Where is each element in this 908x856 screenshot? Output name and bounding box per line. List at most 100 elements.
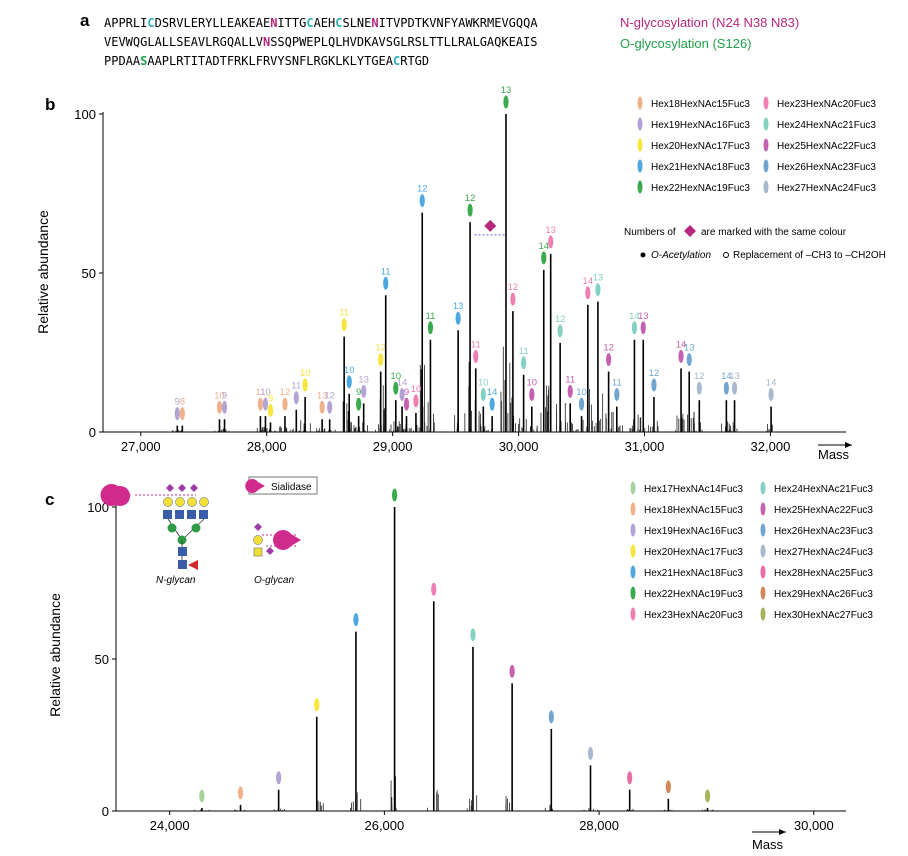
legend-glycan-icon bbox=[763, 117, 769, 131]
legend-glycan-icon bbox=[630, 607, 636, 621]
n-glycan-structure-icon: N-glycan bbox=[100, 483, 209, 586]
sequence-segment: VEVWQGLALLSEAVLRGQALLV bbox=[104, 35, 263, 49]
peak-label: 14 bbox=[538, 241, 549, 252]
legend-entry: Hex25HexNAc22Fuc3 bbox=[777, 141, 876, 152]
peak-glycan-marker bbox=[723, 381, 729, 395]
protein-sequence: APPRLICDSRVLERYLLEAKEAENITTGCAEHCSLNENIT… bbox=[104, 16, 538, 68]
x-tick-label: 29,000 bbox=[373, 439, 413, 454]
legend-glycan-icon bbox=[763, 159, 769, 173]
peak-glycan-marker bbox=[606, 353, 612, 367]
legend-entry: Hex27HexNAc24Fuc3 bbox=[777, 183, 876, 194]
peak-glycan-marker bbox=[696, 381, 702, 395]
peak-glycan-marker bbox=[627, 771, 633, 785]
sequence-line: PPDAASAAPLRTITADTFRKLFRVYSNFLRGKLKLYTGEA… bbox=[104, 54, 429, 68]
peak-glycan-marker bbox=[327, 400, 333, 414]
peak-glycan-marker bbox=[595, 283, 601, 297]
legend-glycan-icon bbox=[760, 607, 766, 621]
sialidase-pacman-icon bbox=[245, 479, 265, 493]
peak-glycan-marker bbox=[378, 353, 384, 367]
sequence-segment: ITTG bbox=[277, 16, 306, 30]
peak-glycan-marker bbox=[221, 400, 228, 414]
peak-glycan-marker bbox=[529, 388, 535, 402]
legend-entry: Hex23HexNAc20Fuc3 bbox=[777, 99, 876, 110]
peak-glycan-marker bbox=[503, 95, 509, 109]
legend-glycan-icon bbox=[637, 159, 643, 173]
acetylation-label: O-Acetylation bbox=[651, 250, 711, 261]
o-glycosylation-label: O-glycosylation (S126) bbox=[620, 36, 752, 51]
legend-entry: Hex23HexNAc20Fuc3 bbox=[644, 610, 743, 621]
note-suffix: are marked with the same colour bbox=[701, 227, 847, 238]
legend-entry: Hex22HexNAc19Fuc3 bbox=[651, 183, 750, 194]
peak-label: 12 bbox=[324, 390, 335, 401]
peak-label: 13 bbox=[358, 374, 369, 385]
peak-label: 10 bbox=[344, 365, 355, 376]
legend-glycan-icon bbox=[637, 180, 643, 194]
sequence-segment: RTGD bbox=[400, 54, 429, 68]
x-tick-label: 27,000 bbox=[121, 439, 161, 454]
panel-c-spectrum: 0 50 100 24,000 26,000 28,000 30,000 bbox=[87, 488, 846, 835]
peak-label: 13 bbox=[729, 371, 740, 382]
peak-glycan-marker bbox=[403, 397, 410, 411]
peak-glycan-marker bbox=[651, 378, 657, 392]
peak-glycan-marker bbox=[480, 388, 486, 402]
peak-glycan-marker bbox=[567, 384, 573, 398]
panel-b-xlabel: Mass bbox=[818, 447, 850, 462]
legend-entry: Hex24HexNAc21Fuc3 bbox=[774, 484, 873, 495]
legend-glycan-icon bbox=[630, 544, 636, 558]
panel-b-label: b bbox=[45, 95, 55, 114]
legend-entry: Hex20HexNAc17Fuc3 bbox=[651, 141, 750, 152]
sialidase-legend: Sialidase bbox=[245, 476, 318, 495]
peak-label: 12 bbox=[649, 368, 660, 379]
glycosite-residue: C bbox=[306, 16, 313, 30]
legend-glycan-icon bbox=[763, 96, 769, 110]
panel-b-note: Numbers of are marked with the same colo… bbox=[624, 225, 886, 261]
peak-glycan-marker bbox=[704, 789, 711, 803]
peak-label: 10 bbox=[478, 378, 489, 389]
arrow-head-icon bbox=[845, 442, 852, 448]
peak-label: 11 bbox=[471, 339, 481, 350]
glycosite-residue: C bbox=[147, 16, 154, 30]
x-tick-label: 28,000 bbox=[247, 439, 287, 454]
n-glycan-label: N-glycan bbox=[156, 575, 196, 586]
peak-label: 8 bbox=[180, 397, 185, 408]
sequence-line: APPRLICDSRVLERYLLEAKEAENITTGCAEHCSLNENIT… bbox=[104, 16, 538, 30]
peak-label: 12 bbox=[465, 193, 476, 204]
peak-label: 12 bbox=[555, 314, 566, 325]
sequence-segment: ITVPDTKVNFYAWKRMEVGQQA bbox=[379, 16, 539, 30]
x-tick-label: 28,000 bbox=[579, 818, 619, 833]
legend-glycan-icon bbox=[630, 565, 636, 579]
peak-label: 9 bbox=[175, 397, 180, 408]
legend-entry: Hex26HexNAc23Fuc3 bbox=[774, 526, 873, 537]
peak-label: 14 bbox=[766, 378, 777, 389]
legend-entry: Hex17HexNAc14Fuc3 bbox=[644, 484, 743, 495]
legend-entry: Hex27HexNAc24Fuc3 bbox=[774, 547, 873, 558]
replacement-label: Replacement of –CH3 to –CH2OH bbox=[733, 250, 886, 261]
peak-label: 12 bbox=[417, 184, 428, 195]
panel-b-ylabel: Relative abundance bbox=[35, 210, 51, 334]
peak-label: 12 bbox=[603, 343, 614, 354]
n-glycosylation-label: N-glycosylation (N24 N38 N83) bbox=[620, 15, 799, 30]
peak-glycan-marker bbox=[179, 407, 185, 421]
peak-glycan-marker bbox=[257, 397, 264, 411]
peak-glycan-marker bbox=[399, 388, 405, 402]
peak-glycan-marker bbox=[678, 349, 684, 363]
peak-label: 12 bbox=[375, 343, 386, 354]
peak-label: 11 bbox=[519, 346, 529, 357]
peak-glycan-marker bbox=[356, 397, 362, 411]
legend-entry: Hex22HexNAc19Fuc3 bbox=[644, 589, 743, 600]
glycosite-residue: N bbox=[270, 16, 277, 30]
peak-label: 11 bbox=[255, 387, 265, 398]
sequence-segment: AAPLRTITADTFRKLFRVYSNFLRGKLKLYTGEA bbox=[147, 54, 393, 68]
peak-label: 13 bbox=[545, 225, 556, 236]
sequence-segment: AEH bbox=[314, 16, 336, 30]
peak-glycan-marker bbox=[665, 780, 671, 794]
legend-glycan-icon bbox=[637, 117, 643, 131]
peak-glycan-marker bbox=[509, 664, 515, 678]
peak-glycan-marker bbox=[614, 388, 620, 402]
peak-label: 14 bbox=[487, 387, 498, 398]
glycosite-residue: N bbox=[263, 35, 270, 49]
legend-glycan-icon bbox=[630, 502, 636, 516]
peak-glycan-marker bbox=[473, 349, 479, 363]
peak-glycan-marker bbox=[393, 381, 399, 395]
o-glycan-structure-icon: O-glycan bbox=[253, 523, 301, 586]
